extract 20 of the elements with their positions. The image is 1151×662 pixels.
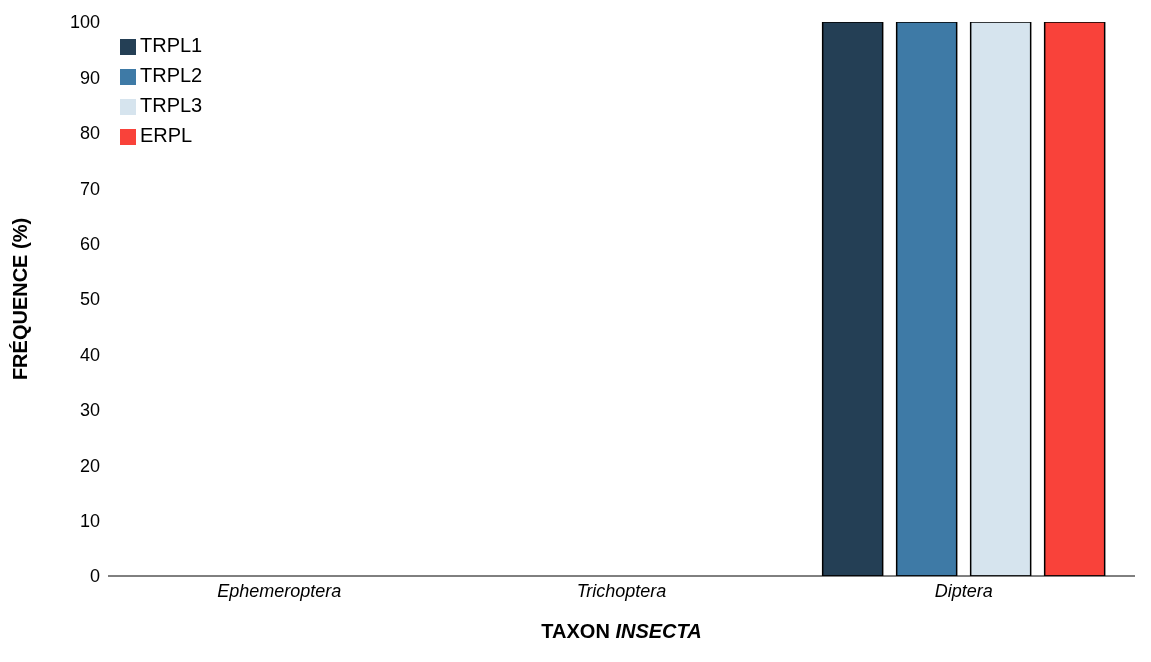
y-tick-label: 20 bbox=[79, 455, 100, 476]
y-tick-label: 40 bbox=[79, 344, 100, 365]
y-tick-label: 90 bbox=[79, 67, 100, 88]
legend-label: ERPL bbox=[140, 124, 193, 146]
x-tick-label: Diptera bbox=[934, 580, 993, 601]
y-tick-label: 0 bbox=[89, 566, 100, 587]
y-tick-label: 70 bbox=[79, 178, 100, 199]
y-axis-title: FRÉQUENCE (%) bbox=[9, 217, 32, 381]
y-tick-label: 30 bbox=[79, 400, 100, 421]
y-tick-label: 100 bbox=[69, 12, 100, 33]
legend-label: TRPL1 bbox=[140, 34, 203, 56]
y-tick-label: 50 bbox=[79, 289, 100, 310]
y-tick-label: 10 bbox=[79, 510, 100, 531]
x-tick-label: Ephemeroptera bbox=[217, 580, 342, 601]
x-axis-title: TAXON INSECTA bbox=[541, 620, 702, 642]
x-tick-label: Trichoptera bbox=[576, 580, 667, 601]
y-tick-label: 80 bbox=[79, 123, 100, 144]
legend-label: TRPL3 bbox=[140, 94, 203, 116]
legend-label: TRPL2 bbox=[140, 64, 203, 86]
y-tick-label: 60 bbox=[79, 233, 100, 254]
